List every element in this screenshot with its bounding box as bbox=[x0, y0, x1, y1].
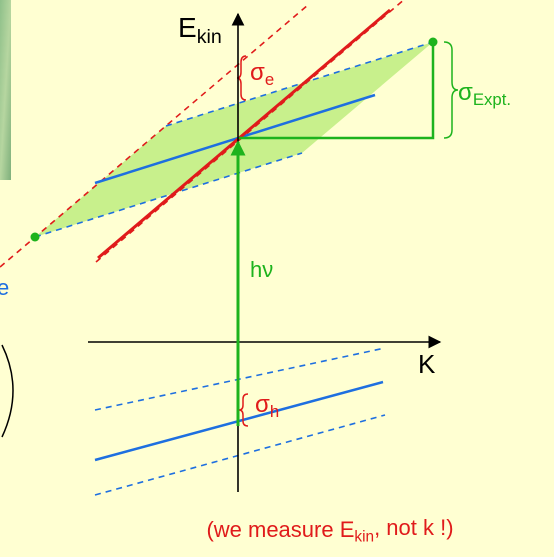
subscript: kin bbox=[197, 26, 222, 48]
text-part: σ bbox=[250, 59, 265, 86]
subscript: Expt. bbox=[473, 90, 511, 109]
text-part: (we measure E bbox=[206, 517, 354, 542]
image-fragment bbox=[0, 0, 11, 180]
text-part: σ bbox=[458, 79, 473, 106]
subscript: kin bbox=[354, 529, 374, 546]
diagram: Ekin K hν σe σh σExpt. e (we measure Eki… bbox=[0, 0, 554, 557]
photon-label: hν bbox=[250, 257, 273, 282]
momentum-axis-label: K bbox=[418, 349, 436, 379]
text-part: E bbox=[178, 12, 197, 43]
text-part: σ bbox=[255, 391, 270, 418]
end-point bbox=[31, 233, 40, 242]
subscript: e bbox=[265, 70, 274, 89]
subscript: h bbox=[270, 402, 279, 421]
text-part: , not k !) bbox=[374, 515, 453, 540]
left-fragment: e bbox=[0, 275, 9, 300]
